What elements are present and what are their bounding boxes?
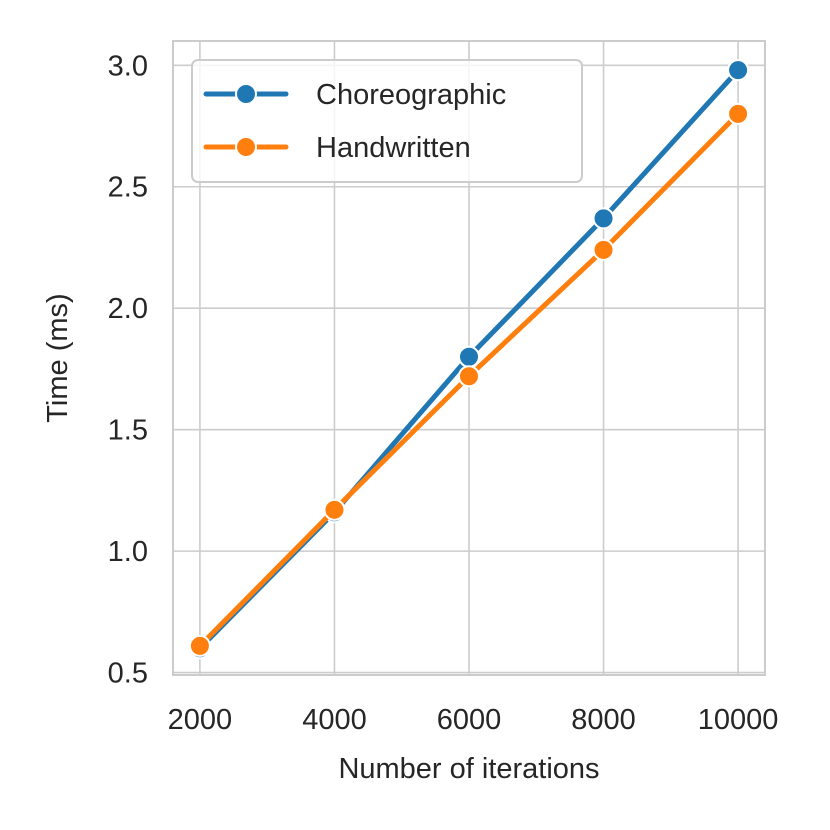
y-tick-labels: 0.5 1.0 1.5 2.0 2.5 3.0 [108, 50, 148, 689]
legend-label: Choreographic [316, 79, 506, 111]
legend-box [191, 59, 583, 183]
legend-item: Handwritten [203, 132, 471, 164]
legend: Choreographic Handwritten [191, 59, 583, 183]
legend-marker [235, 83, 257, 105]
data-point [188, 634, 211, 657]
data-point [727, 102, 750, 125]
legend-marker [235, 136, 257, 158]
y-tick-label: 0.5 [108, 658, 148, 690]
series-handwritten [188, 102, 750, 657]
x-tick-label: 8000 [571, 704, 636, 736]
data-point [592, 238, 615, 261]
y-axis-label: Time (ms) [42, 293, 74, 422]
x-tick-label: 4000 [302, 704, 367, 736]
x-axis-label: Number of iterations [338, 753, 599, 785]
x-tick-labels: 2000 4000 6000 8000 10000 [168, 704, 779, 736]
y-tick-label: 3.0 [108, 50, 148, 82]
x-tick-label: 2000 [168, 704, 233, 736]
legend-label: Handwritten [316, 132, 471, 164]
series-layer [188, 59, 750, 660]
data-point [323, 498, 346, 521]
legend-item: Choreographic [203, 79, 506, 111]
y-tick-label: 1.0 [108, 536, 148, 568]
data-point [458, 345, 480, 368]
y-tick-label: 1.5 [108, 415, 148, 447]
y-tick-label: 2.5 [108, 172, 148, 204]
data-point [592, 207, 615, 230]
data-point [458, 365, 480, 388]
data-point [727, 59, 750, 82]
plot-frame [172, 40, 766, 676]
x-tick-label: 6000 [437, 704, 502, 736]
y-tick-label: 2.0 [108, 293, 148, 325]
x-tick-label: 10000 [698, 704, 779, 736]
